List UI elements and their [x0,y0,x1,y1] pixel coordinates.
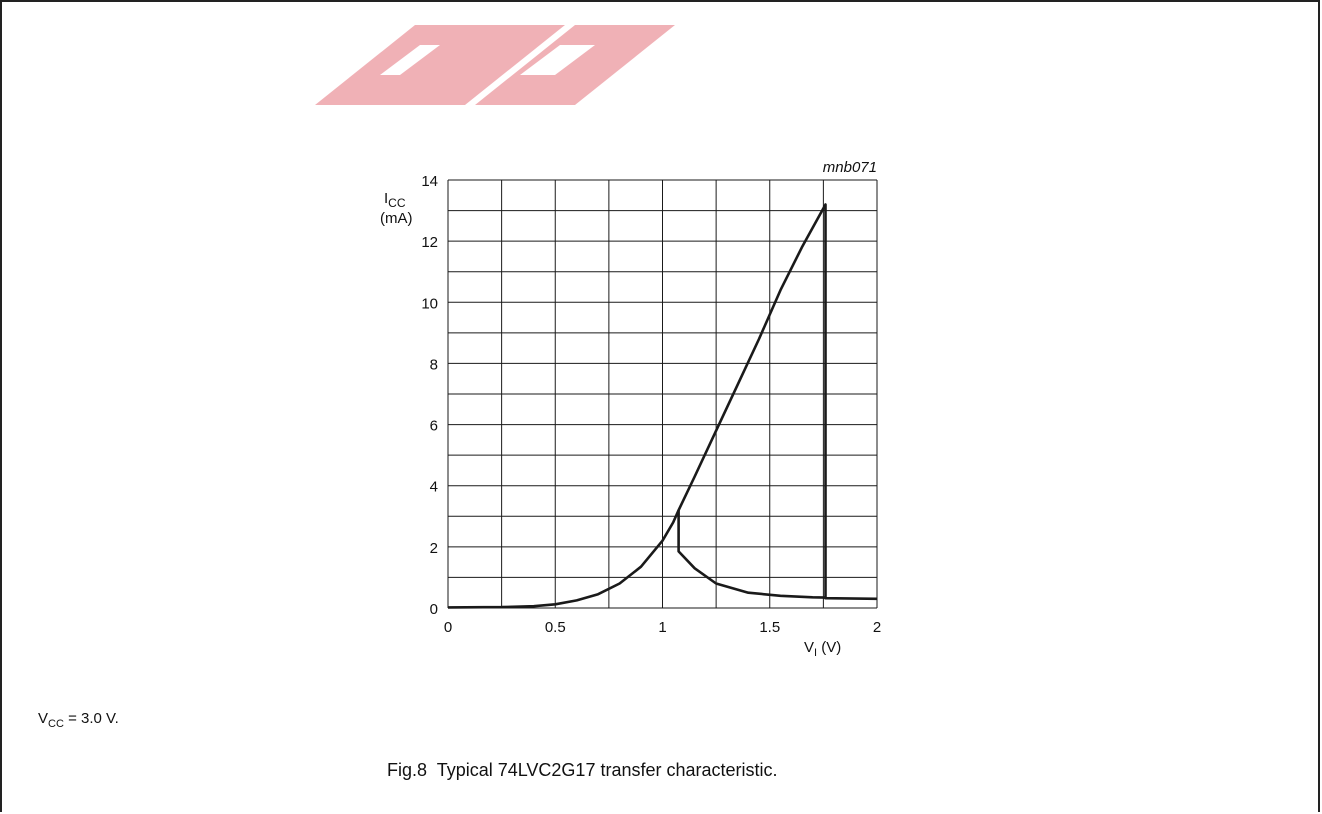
series-line-1 [447,203,878,609]
y-tick-label: 0 [430,601,438,618]
series-line-2 [677,510,826,599]
vcc-note-rest: = 3.0 V. [63,710,119,727]
y-axis-label-main: I [384,190,388,207]
vcc-note-sub: CC [48,718,64,730]
watermark-notch-2 [520,45,595,75]
vcc-note: VCC = 3.0 V. [38,710,119,730]
x-tick-label: 2 [873,619,881,636]
y-axis-label: ICC [384,190,406,210]
y-tick-label: 10 [421,295,438,312]
x-tick-label: 0.5 [545,619,566,636]
y-tick-label: 2 [430,540,438,557]
chart-grid [447,179,878,609]
x-axis-label-sub: I [814,647,817,659]
y-tick-label: 4 [430,479,438,496]
watermark-notch [380,45,440,75]
watermark-shape-left [315,25,565,105]
x-tick-label: 1.5 [759,619,780,636]
x-axis-label-main: V [804,639,814,656]
y-tick-label: 8 [430,356,438,373]
y-tick-label: 12 [421,234,438,251]
x-axis-label: VI (V) [804,639,841,659]
y-tick-label: 6 [430,418,438,435]
figure-caption: Fig.8 Typical 74LVC2G17 transfer charact… [387,760,778,780]
watermark-shape-right [475,25,675,105]
x-tick-label: 1 [658,619,666,636]
figure-id: mnb071 [823,159,877,176]
y-axis-label-sub: CC [388,196,406,210]
y-axis-unit: (mA) [380,210,413,227]
watermark-logo [315,25,675,105]
x-axis-label-unit: (V) [817,639,841,656]
y-tick-label: 14 [421,173,438,190]
vcc-note-main: V [38,710,49,727]
x-tick-label: 0 [444,619,452,636]
chart-curves [447,203,878,609]
chart-tick-labels: 0 0.5 1 1.5 2 0 2 4 6 8 10 12 14 [421,173,881,636]
